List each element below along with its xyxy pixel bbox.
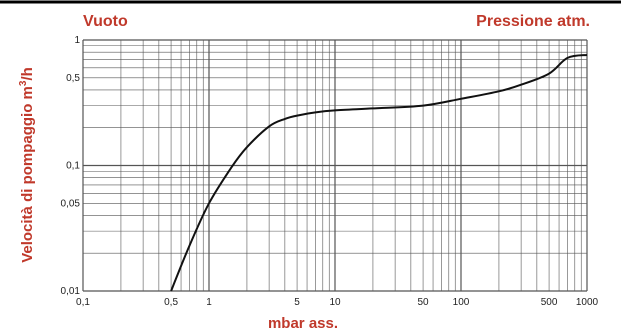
x-tick-label: 5: [294, 297, 300, 308]
x-tick-label: 10: [329, 297, 341, 308]
x-tick-label: 100: [453, 297, 470, 308]
y-tick-label: 0,5: [66, 73, 80, 84]
title-atmospheric-pressure: Pressione atm.: [476, 13, 590, 30]
y-axis-label-tail: /h: [19, 67, 36, 80]
y-tick-label: 0,01: [61, 286, 81, 297]
x-axis-label: mbar ass.: [268, 315, 338, 331]
y-axis-label: Velocità di pompaggio m3/h: [18, 67, 36, 263]
y-tick-label: 0,1: [66, 161, 80, 172]
x-tick-label: 1000: [576, 297, 599, 308]
tick-labels: 0,1 0,5 1 5 10 50 100 500 1000 1 0,5 0,1 0,05 0,01: [61, 35, 599, 308]
x-tick-label: 0,5: [164, 297, 178, 308]
y-tick-label: 0,05: [61, 198, 81, 209]
x-tick-label: 0,1: [76, 297, 90, 308]
y-tick-label: 1: [74, 35, 80, 46]
x-tick-label: 50: [418, 297, 430, 308]
title-vacuum: Vuoto: [83, 13, 128, 30]
grid: [82, 39, 588, 292]
x-tick-label: 1: [206, 297, 212, 308]
series-line: [170, 54, 588, 292]
x-tick-label: 500: [541, 297, 558, 308]
y-axis-label-superscript: 3: [18, 80, 29, 86]
series-lines: [170, 54, 588, 292]
